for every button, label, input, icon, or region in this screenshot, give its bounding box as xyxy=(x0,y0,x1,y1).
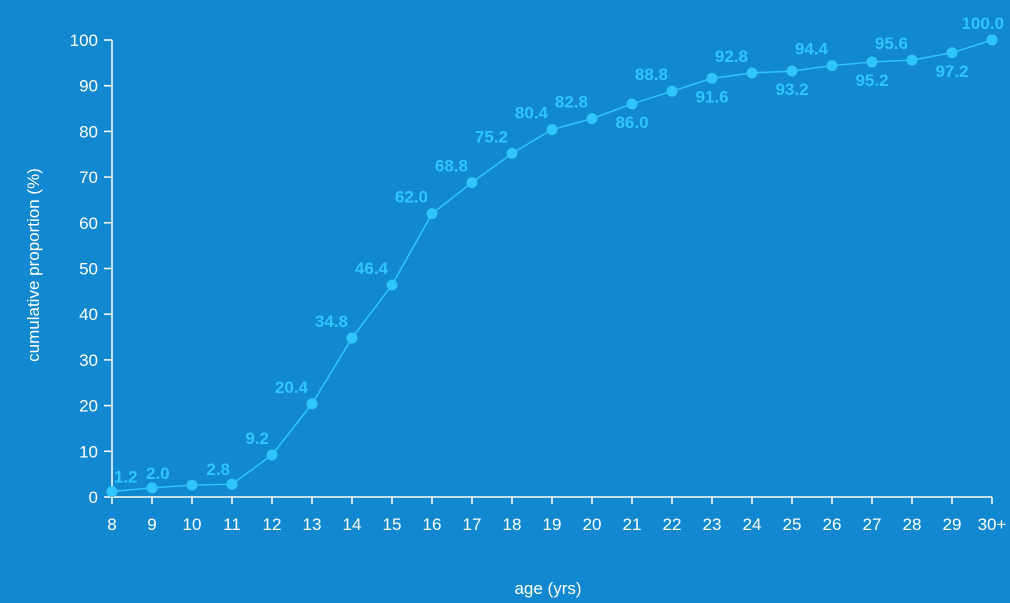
data-label: 20.4 xyxy=(275,378,309,397)
y-axis-title: cumulative proportion (%) xyxy=(24,168,43,362)
data-point xyxy=(506,147,518,159)
x-tick-label: 17 xyxy=(463,515,482,534)
x-tick-label: 19 xyxy=(543,515,562,534)
data-point xyxy=(746,67,758,79)
data-label: 62.0 xyxy=(395,188,428,207)
data-point xyxy=(266,449,278,461)
y-tick-label: 50 xyxy=(79,260,98,279)
data-label: 88.8 xyxy=(635,65,668,84)
data-label: 94.4 xyxy=(795,40,829,59)
data-point xyxy=(466,177,478,189)
x-tick-label: 18 xyxy=(503,515,522,534)
y-tick-label: 20 xyxy=(79,397,98,416)
y-tick-label: 90 xyxy=(79,77,98,96)
y-tick-label: 80 xyxy=(79,122,98,141)
x-tick-label: 12 xyxy=(263,515,282,534)
data-label: 34.8 xyxy=(315,312,348,331)
x-tick-label: 11 xyxy=(223,515,241,534)
data-point xyxy=(666,85,678,97)
data-label: 82.8 xyxy=(555,93,588,112)
x-tick-label: 30+ xyxy=(978,515,1007,534)
y-tick-label: 60 xyxy=(79,214,98,233)
data-label: 97.2 xyxy=(935,62,968,81)
data-point xyxy=(386,279,398,291)
x-tick-label: 16 xyxy=(423,515,442,534)
data-label: 9.2 xyxy=(245,429,269,448)
x-tick-label: 13 xyxy=(303,515,322,534)
data-point xyxy=(186,479,198,491)
data-point xyxy=(546,124,558,136)
data-label: 80.4 xyxy=(515,104,549,123)
data-point xyxy=(946,47,958,59)
x-tick-label: 10 xyxy=(183,515,202,534)
data-point xyxy=(226,478,238,490)
data-point xyxy=(866,56,878,68)
x-tick-label: 28 xyxy=(903,515,922,534)
data-label: 91.6 xyxy=(695,87,728,106)
x-tick-label: 21 xyxy=(623,515,642,534)
series-line xyxy=(111,39,993,493)
x-tick-label: 25 xyxy=(783,515,802,534)
data-label: 46.4 xyxy=(355,259,389,278)
x-tick-label: 23 xyxy=(703,515,722,534)
x-tick-label: 15 xyxy=(383,515,402,534)
x-tick-label: 22 xyxy=(663,515,682,534)
data-point xyxy=(586,113,598,125)
y-tick-label: 0 xyxy=(89,488,98,507)
data-point xyxy=(306,398,318,410)
x-axis-title: age (yrs) xyxy=(514,579,581,598)
y-tick-label: 40 xyxy=(79,305,98,324)
x-tick-label: 29 xyxy=(943,515,962,534)
series xyxy=(106,34,998,498)
data-point xyxy=(826,60,838,72)
data-label: 2.8 xyxy=(206,460,230,479)
data-label: 95.6 xyxy=(875,34,908,53)
data-point xyxy=(906,54,918,66)
x-tick-label: 26 xyxy=(823,515,842,534)
data-point xyxy=(426,208,438,220)
data-label: 68.8 xyxy=(435,157,468,176)
y-tick-label: 100 xyxy=(70,31,98,50)
x-tick-label: 27 xyxy=(863,515,882,534)
data-point xyxy=(986,34,998,46)
data-label: 1.2 xyxy=(114,468,138,487)
data-label: 86.0 xyxy=(615,113,648,132)
x-tick-label: 8 xyxy=(107,515,116,534)
x-tick-label: 9 xyxy=(147,515,156,534)
data-label: 75.2 xyxy=(475,127,508,146)
data-label: 2.0 xyxy=(146,464,170,483)
x-tick-label: 24 xyxy=(743,515,762,534)
data-point xyxy=(346,332,358,344)
data-label: 92.8 xyxy=(715,47,748,66)
x-tick-label: 20 xyxy=(583,515,602,534)
y-tick-label: 70 xyxy=(79,168,98,187)
y-tick-label: 10 xyxy=(79,442,98,461)
data-label: 100.0 xyxy=(961,14,1004,33)
data-label: 95.2 xyxy=(855,71,888,90)
data-point xyxy=(106,486,118,498)
x-tick-label: 14 xyxy=(343,515,362,534)
y-tick-label: 30 xyxy=(79,351,98,370)
data-point xyxy=(146,482,158,494)
data-point xyxy=(786,65,798,77)
tick-labels: 0 10 20 30 40 50 60 70 80 90 100 8 9 10 11 12 13 14 15 16 17… xyxy=(70,31,1007,534)
data-point xyxy=(626,98,638,110)
data-point xyxy=(706,72,718,84)
data-labels: 1.2 2.0 2.8 9.2 20.4 34.8 46.4 62.0 68.8 75.2 80.4… xyxy=(114,14,1004,487)
axes xyxy=(104,39,993,504)
data-label: 93.2 xyxy=(775,80,808,99)
